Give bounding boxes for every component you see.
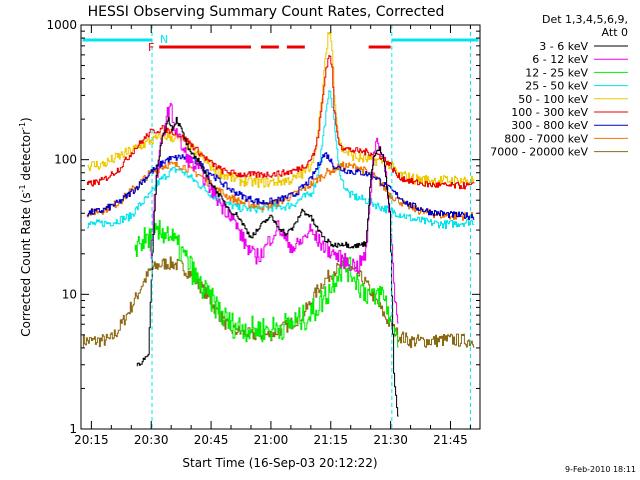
series-line-100-300-kev (86, 55, 475, 190)
y-tick-label: 100 (54, 153, 77, 167)
series-line-25-50-kev (86, 90, 475, 229)
y-tick-label: 1 (69, 422, 77, 436)
plot-frame (80, 24, 481, 430)
series-line-6-12-kev (150, 103, 399, 324)
y-axis-label-part-2: detector (19, 130, 33, 185)
series-line-300-800-kev (86, 152, 475, 220)
legend-entry-25-50-kev: 25 - 50 keV (525, 80, 588, 93)
plot-series (82, 32, 475, 417)
instrument-flags: NF (82, 25, 479, 429)
series-line-800-7000-kev (86, 161, 475, 221)
x-tick-label: 21:15 (313, 433, 348, 447)
chart-title: HESSI Observing Summary Count Rates, Cor… (88, 4, 445, 20)
series-line-12-25-kev (134, 219, 399, 348)
x-axis: 20:15 20:30 20:45 21:00 21:15 21:30 21:45 (74, 25, 471, 447)
y-axis: 1 10 100 1000 (46, 18, 480, 436)
y-axis-label-part-1: Corrected Count Rate (s (19, 192, 33, 336)
y-tick-label: 1000 (46, 18, 77, 32)
y-axis-label-part-3: ) (19, 117, 33, 122)
legend-header-line-2: Att 0 (602, 26, 628, 39)
series-line-50-100-kev (87, 32, 475, 188)
flare-flag-label: F (148, 41, 154, 54)
legend-entry-12-25-kev: 12 - 25 keV (525, 66, 588, 79)
series-line-3-6-kev (136, 116, 399, 417)
x-tick-label: 20:45 (194, 433, 229, 447)
legend-entry-6-12-kev: 6 - 12 keV (532, 53, 588, 66)
night-flag-label: N (160, 33, 168, 46)
x-tick-label: 20:30 (134, 433, 169, 447)
x-tick-label: 21:30 (373, 433, 408, 447)
y-axis-label: Corrected Count Rate (s-1 detector-1) (18, 117, 33, 336)
legend-header-line-1: Det 1,3,4,5,6,9, (542, 13, 628, 26)
generation-timestamp: 9-Feb-2010 18:11 (565, 465, 636, 474)
legend-entry-300-800-kev: 300 - 800 keV (511, 119, 588, 132)
x-tick-label: 20:15 (74, 433, 109, 447)
legend-entry-100-300-kev: 100 - 300 keV (511, 106, 588, 119)
x-axis-label: Start Time (16-Sep-03 20:12:22) (182, 456, 377, 470)
legend-entry-50-100-kev: 50 - 100 keV (518, 93, 588, 106)
legend-entry-3-6-kev: 3 - 6 keV (539, 40, 588, 53)
legend-entry-7000-20000-kev: 7000 - 20000 keV (490, 146, 588, 159)
legend-entry-800-7000-kev: 800 - 7000 keV (504, 132, 588, 145)
x-tick-label: 21:00 (254, 433, 289, 447)
y-axis-label-sup-2: -1 (18, 122, 27, 130)
x-tick-label: 21:45 (433, 433, 468, 447)
y-axis-label-sup-1: -1 (18, 184, 27, 192)
y-tick-label: 10 (62, 287, 77, 301)
